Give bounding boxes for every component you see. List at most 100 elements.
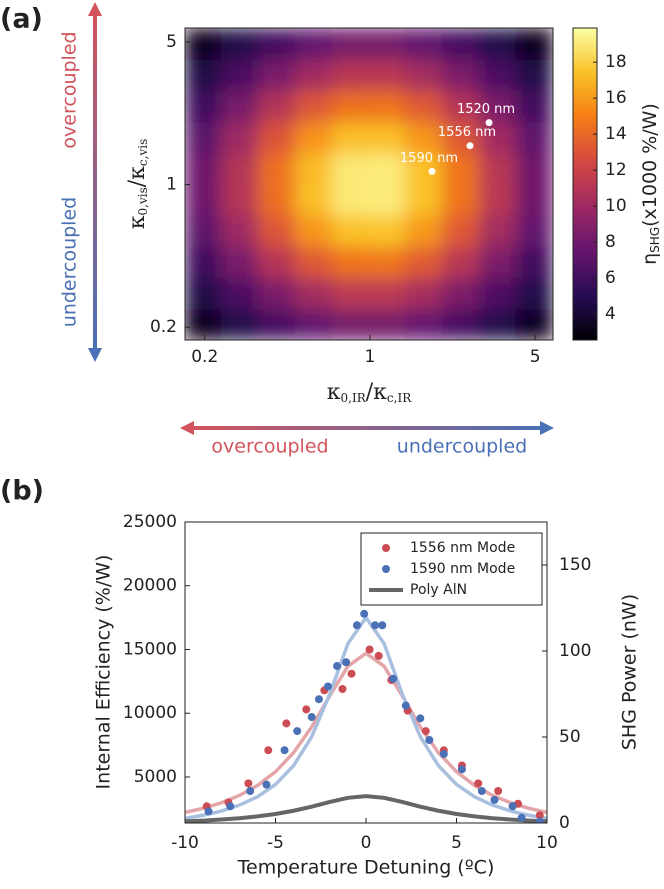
heatmap-cells (185, 28, 553, 340)
data-point (535, 817, 544, 823)
heat-cell (258, 121, 296, 154)
y2-tick-label: 150 (559, 555, 591, 575)
heat-cell (478, 214, 517, 247)
x-axis-label: κ0,IR/κc,IR (327, 380, 412, 405)
y-tick-label: 20000 (123, 576, 177, 596)
colorbar-label: ηSHG(x1000 %/W) (639, 103, 662, 265)
heat-cell (368, 28, 407, 60)
heat-cell (185, 277, 223, 310)
data-point (204, 807, 213, 816)
x-axis-label: Temperature Detuning (ºC) (237, 857, 495, 879)
heat-cell (405, 183, 444, 216)
heat-cell (185, 28, 223, 60)
arrow-head (180, 421, 194, 435)
heat-cell (294, 183, 333, 216)
data-point (226, 802, 235, 811)
heat-cell (478, 58, 517, 91)
heat-cell (258, 214, 296, 247)
heat-cell (515, 89, 553, 123)
label-part: κ (125, 215, 150, 229)
data-point (401, 701, 410, 710)
data-point (439, 750, 448, 759)
heat-cell (515, 58, 553, 91)
heat-cell (515, 214, 553, 247)
arrow-head (88, 348, 102, 362)
label-part: c,vis (136, 139, 150, 166)
heat-cell (331, 183, 370, 216)
data-point (421, 727, 430, 736)
x-tick-label: -10 (171, 833, 199, 853)
series-line (185, 651, 547, 815)
y-tick-label: 15000 (123, 639, 177, 659)
legend-marker (382, 565, 390, 573)
data-point (535, 811, 544, 820)
heat-cell (515, 277, 553, 310)
data-point (457, 765, 466, 774)
y-tick-label: 5000 (134, 767, 177, 787)
data-point (338, 685, 347, 694)
y2-tick-label: 0 (559, 813, 570, 833)
y-tick-label: 1 (166, 175, 177, 195)
data-point (293, 727, 302, 736)
colorbar-tick-label: 12 (605, 160, 627, 180)
data-point (378, 621, 387, 630)
data-point (517, 813, 526, 822)
heat-cell (478, 183, 517, 216)
annotation: undercoupled (59, 197, 81, 327)
heat-cell (294, 245, 333, 279)
heat-cell (185, 121, 223, 154)
y2-tick-label: 50 (559, 727, 581, 747)
heat-cell (221, 152, 259, 185)
heat-cell (258, 245, 296, 279)
heat-cell (515, 152, 553, 185)
heat-cell (331, 121, 370, 154)
heat-cell (221, 89, 259, 123)
x-tick-label: -5 (267, 833, 284, 853)
label-part: /κ (125, 166, 150, 187)
legend-label: 1556 nm Mode (410, 540, 515, 556)
y-axis-label: κ0,vis/κc,vis (125, 139, 150, 229)
heat-cell (294, 89, 333, 123)
data-point (264, 746, 273, 755)
heat-cell (368, 89, 407, 123)
heat-cell (442, 121, 480, 154)
marker (466, 142, 474, 150)
heat-cell (405, 28, 444, 60)
heat-cell (405, 121, 444, 154)
heat-cell (478, 89, 517, 123)
heat-cell (515, 28, 553, 60)
heat-cell (331, 28, 370, 60)
data-point (490, 795, 499, 804)
data-point (425, 736, 434, 745)
legend-label: 1590 nm Mode (410, 561, 515, 577)
heat-cell (442, 58, 480, 91)
panel-label: (a) (0, 4, 43, 35)
arrow-head (540, 421, 554, 435)
heat-cell (331, 89, 370, 123)
heat-cell (258, 308, 296, 340)
x-tick-label: 5 (451, 833, 462, 853)
heat-cell (478, 245, 517, 279)
data-point (262, 780, 271, 789)
heat-cell (258, 58, 296, 91)
data-point (416, 714, 425, 723)
arrow-shaft (192, 426, 542, 430)
heat-cell (258, 183, 296, 216)
heat-cell (478, 28, 517, 60)
label-part: /κ (366, 380, 387, 405)
heat-cell (258, 89, 296, 123)
heat-cell (258, 28, 296, 60)
label-part: κ (327, 380, 341, 405)
data-point (302, 705, 311, 714)
heat-cell (368, 58, 407, 91)
heat-cell (368, 121, 407, 154)
heat-cell (221, 58, 259, 91)
data-point (360, 609, 369, 618)
marker-label: 1520 nm (457, 102, 515, 117)
heat-cell (515, 308, 553, 340)
plot-area (185, 609, 547, 823)
marker (485, 119, 493, 127)
label-part: SHG (648, 227, 662, 253)
arrow-head (88, 2, 102, 16)
